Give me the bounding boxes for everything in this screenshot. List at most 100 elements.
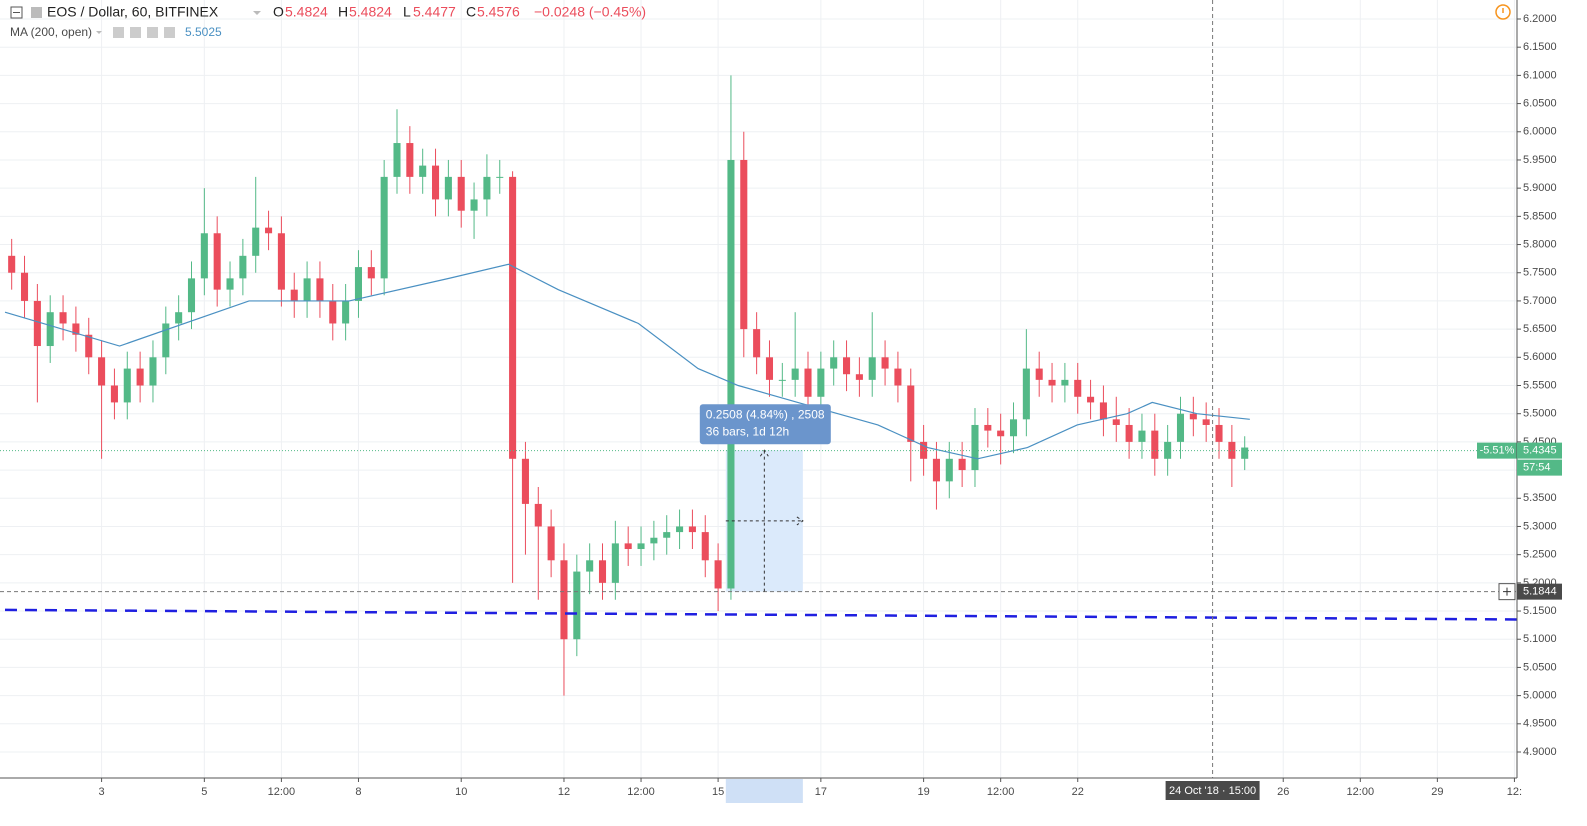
ma-value: 5.5025 xyxy=(185,25,222,39)
x-tick-label: 12:00 xyxy=(1347,786,1375,798)
candle-body xyxy=(971,424,979,471)
moving-average xyxy=(4,263,1250,460)
y-tick-label: 5.9000 xyxy=(1523,182,1557,194)
candle-body xyxy=(46,312,54,347)
candle-body xyxy=(200,233,208,279)
candle-body xyxy=(509,176,517,459)
candle-body xyxy=(393,143,401,177)
symbol-icon[interactable] xyxy=(31,7,42,18)
ma-eye-icon[interactable] xyxy=(113,27,124,38)
candle-body xyxy=(894,368,902,386)
open-value: 5.4824 xyxy=(285,4,328,20)
candle-body xyxy=(560,560,568,640)
overlay: -5.51% 0.2508 (4.84%) , 2508 36 bars, 1d 1… xyxy=(0,0,1517,778)
candle-body xyxy=(457,176,465,211)
candle-body xyxy=(1087,396,1095,403)
y-tick-label: 5.5500 xyxy=(1523,379,1557,391)
candle-body xyxy=(342,300,350,324)
candle-body xyxy=(521,458,529,504)
candle-body xyxy=(329,300,337,324)
candle-body xyxy=(354,267,362,301)
candle-body xyxy=(932,458,940,482)
candle-body xyxy=(740,159,748,330)
y-tick-label: 5.9500 xyxy=(1523,154,1557,166)
y-tick-label: 6.0000 xyxy=(1523,126,1557,138)
candle-body xyxy=(701,532,709,561)
candle-body xyxy=(123,368,131,403)
y-tick-label: 6.1000 xyxy=(1523,69,1557,81)
candle-body xyxy=(149,357,157,386)
dropdown-arrow[interactable] xyxy=(253,11,261,15)
y-tick-label: 5.7000 xyxy=(1523,295,1557,307)
high-label: H xyxy=(338,4,348,20)
candle-body xyxy=(1074,379,1082,397)
candle-body xyxy=(1228,441,1236,459)
y-tick-label: 4.9000 xyxy=(1523,746,1557,758)
candle-body xyxy=(1112,419,1120,425)
crosshair-time-badge xyxy=(1165,781,1260,800)
candle-body xyxy=(367,267,375,279)
candle-body xyxy=(406,143,414,177)
candle-body xyxy=(1061,379,1069,386)
y-tick-label: 5.5000 xyxy=(1523,408,1557,420)
candle-body xyxy=(624,543,632,550)
collapse-icon[interactable] xyxy=(10,6,23,19)
candle-body xyxy=(598,560,607,583)
y-tick-label: 5.2500 xyxy=(1523,549,1557,561)
x-tick-label: 26 xyxy=(1277,786,1289,798)
warning-icon[interactable] xyxy=(1495,4,1511,20)
candle-body xyxy=(1138,430,1146,442)
candle-body xyxy=(162,323,170,358)
price-badge-label: 5.4345 xyxy=(1523,445,1557,457)
candle-body xyxy=(239,255,247,279)
x-tick-label: 12:00 xyxy=(268,786,296,798)
countdown-badge xyxy=(1517,459,1562,476)
candle-body xyxy=(110,385,118,403)
dropdown-arrow[interactable] xyxy=(96,31,102,34)
candle-body xyxy=(316,278,324,301)
candle-body xyxy=(945,458,953,482)
candle-body xyxy=(1241,447,1249,459)
plot xyxy=(4,75,1518,696)
open-label: O xyxy=(273,4,284,20)
x-tick-label: 12:00 xyxy=(627,786,655,798)
x-tick-label: 22 xyxy=(1072,786,1084,798)
x-tick-label: 12 xyxy=(558,786,570,798)
y-tick-label: 6.0500 xyxy=(1523,97,1557,109)
change-badge xyxy=(1477,442,1517,459)
measure-arrow-horizontal xyxy=(725,516,804,526)
y-tick-label: 5.8000 xyxy=(1523,238,1557,250)
ma-settings-icon[interactable] xyxy=(130,27,141,38)
candle-body xyxy=(1189,413,1197,420)
candle-body xyxy=(1099,402,1107,420)
candle-body xyxy=(20,272,29,301)
ma-add-icon[interactable] xyxy=(147,27,158,38)
candle-body xyxy=(33,300,41,347)
x-tick-label: 12:00 xyxy=(987,786,1015,798)
candle-body xyxy=(496,176,504,178)
time-range-highlight xyxy=(725,779,803,803)
candle-body xyxy=(778,379,786,381)
candle-body xyxy=(727,159,735,589)
candle-body xyxy=(444,176,452,200)
y-tick-label: 4.9500 xyxy=(1523,718,1557,730)
candle-body xyxy=(804,368,812,397)
candle-body xyxy=(1048,379,1056,386)
candle-body xyxy=(907,385,915,442)
low-value: 5.4477 xyxy=(413,4,456,20)
candle-body xyxy=(1022,368,1030,420)
candle-body xyxy=(1202,419,1210,425)
y-tick-label: 5.1000 xyxy=(1523,633,1557,645)
y-tick-label: 6.1500 xyxy=(1523,41,1557,53)
y-tick-label: 5.6000 xyxy=(1523,351,1557,363)
candle-body xyxy=(85,334,93,358)
symbol[interactable]: EOS / Dollar, 60, BITFINEX xyxy=(47,4,219,20)
ma-legend[interactable]: MA (200, open) xyxy=(10,25,92,39)
candle-body xyxy=(765,357,774,380)
candle-body xyxy=(419,165,427,177)
candle-body xyxy=(303,278,311,301)
candle-body xyxy=(920,441,928,459)
ma-remove-icon[interactable] xyxy=(164,27,175,38)
candle-body xyxy=(1009,419,1018,437)
